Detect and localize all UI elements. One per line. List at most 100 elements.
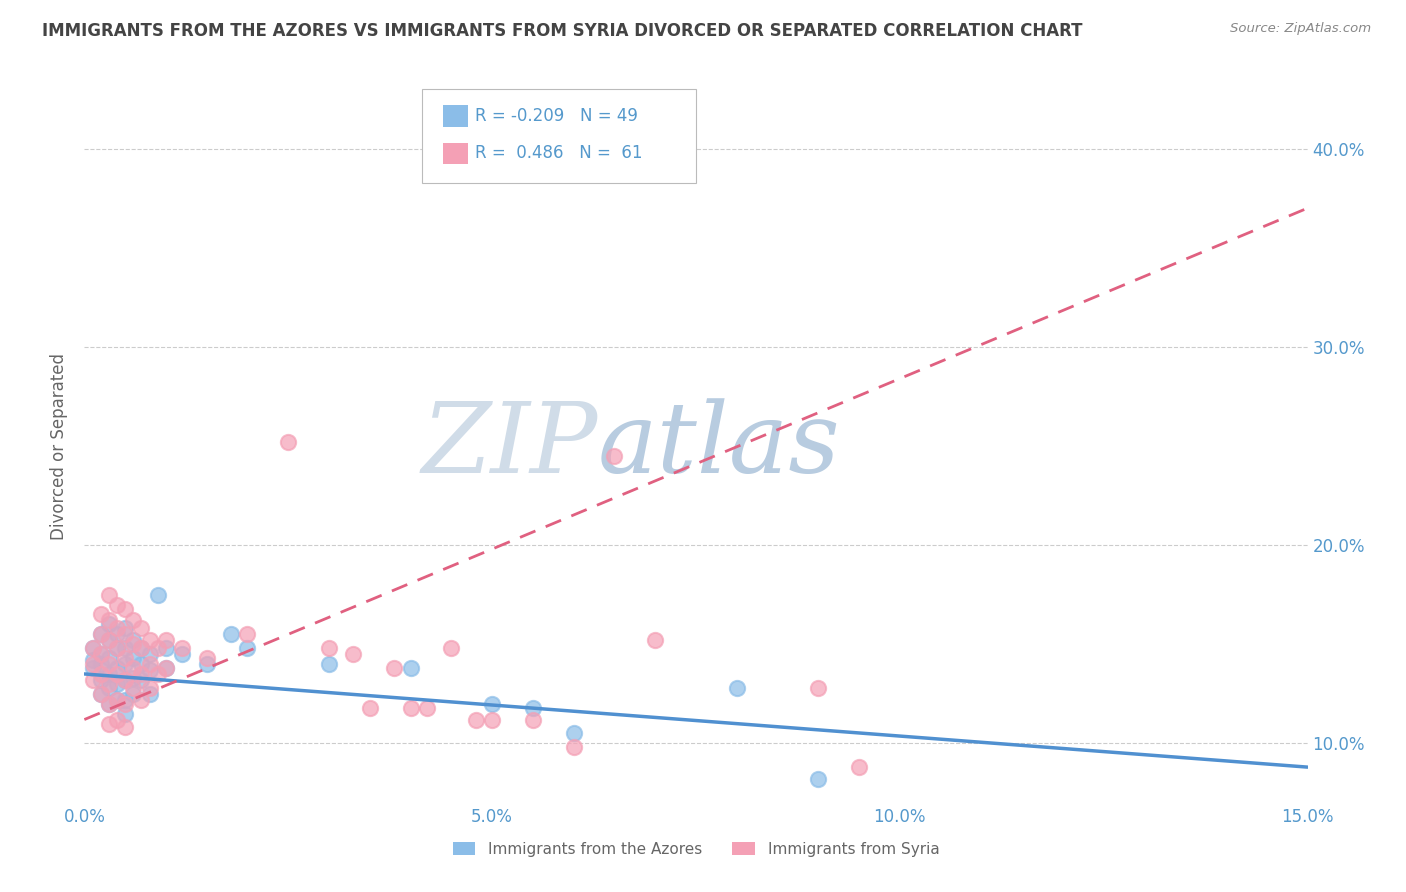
Point bbox=[114, 627, 136, 641]
Point bbox=[114, 641, 136, 656]
Point bbox=[416, 700, 439, 714]
Point bbox=[155, 661, 177, 675]
Point bbox=[90, 667, 112, 681]
Point bbox=[114, 721, 136, 735]
Point bbox=[155, 633, 177, 648]
Point bbox=[138, 687, 160, 701]
Point bbox=[114, 651, 136, 665]
Point bbox=[195, 651, 218, 665]
Point bbox=[105, 641, 128, 656]
Point bbox=[114, 706, 136, 721]
Point bbox=[155, 641, 177, 656]
Point bbox=[236, 641, 259, 656]
Point bbox=[219, 627, 242, 641]
Point bbox=[342, 647, 364, 661]
Point bbox=[318, 657, 340, 671]
Point bbox=[562, 740, 585, 755]
Point bbox=[122, 681, 145, 695]
Point bbox=[90, 687, 112, 701]
Point bbox=[105, 598, 128, 612]
Point bbox=[644, 633, 666, 648]
Point bbox=[114, 673, 136, 687]
Point bbox=[90, 673, 112, 687]
Point bbox=[522, 713, 544, 727]
Point bbox=[172, 641, 194, 656]
Point bbox=[82, 641, 104, 656]
Point bbox=[97, 697, 120, 711]
Point bbox=[114, 601, 136, 615]
Point bbox=[807, 681, 830, 695]
Point bbox=[114, 673, 136, 687]
Point bbox=[562, 726, 585, 740]
Point bbox=[131, 667, 153, 681]
Point bbox=[114, 621, 136, 635]
Point bbox=[82, 653, 104, 667]
Point bbox=[97, 716, 120, 731]
Point bbox=[97, 633, 120, 648]
Point bbox=[90, 657, 112, 671]
Point bbox=[122, 614, 145, 628]
Point bbox=[97, 697, 120, 711]
Text: R =  0.486   N =  61: R = 0.486 N = 61 bbox=[475, 145, 643, 162]
Point bbox=[359, 700, 381, 714]
Point bbox=[725, 681, 748, 695]
Point bbox=[399, 700, 422, 714]
Point bbox=[114, 697, 136, 711]
Point bbox=[195, 657, 218, 671]
Point bbox=[97, 633, 120, 648]
Point bbox=[122, 671, 145, 685]
Point bbox=[97, 614, 120, 628]
Point bbox=[382, 661, 405, 675]
Point bbox=[155, 661, 177, 675]
Point bbox=[131, 657, 153, 671]
Point bbox=[131, 673, 153, 687]
Point bbox=[131, 621, 153, 635]
Point bbox=[522, 700, 544, 714]
Point bbox=[90, 627, 112, 641]
Text: atlas: atlas bbox=[598, 399, 841, 493]
Point bbox=[114, 692, 136, 706]
Point bbox=[138, 681, 160, 695]
Text: Source: ZipAtlas.com: Source: ZipAtlas.com bbox=[1230, 22, 1371, 36]
Point bbox=[481, 713, 503, 727]
Y-axis label: Divorced or Separated: Divorced or Separated bbox=[51, 352, 69, 540]
Point bbox=[105, 641, 128, 656]
Point bbox=[82, 657, 104, 671]
Point bbox=[318, 641, 340, 656]
Point bbox=[138, 633, 160, 648]
Text: ZIP: ZIP bbox=[422, 399, 598, 493]
Point bbox=[138, 657, 160, 671]
Point bbox=[138, 663, 160, 677]
Point bbox=[114, 657, 136, 671]
Point bbox=[105, 661, 128, 675]
Point bbox=[399, 661, 422, 675]
Point bbox=[90, 687, 112, 701]
Legend: Immigrants from the Azores, Immigrants from Syria: Immigrants from the Azores, Immigrants f… bbox=[447, 836, 945, 863]
Point bbox=[105, 713, 128, 727]
Point bbox=[97, 681, 120, 695]
Text: IMMIGRANTS FROM THE AZORES VS IMMIGRANTS FROM SYRIA DIVORCED OR SEPARATED CORREL: IMMIGRANTS FROM THE AZORES VS IMMIGRANTS… bbox=[42, 22, 1083, 40]
Point bbox=[90, 647, 112, 661]
Point bbox=[122, 687, 145, 701]
Point bbox=[122, 633, 145, 648]
Point bbox=[90, 627, 112, 641]
Point bbox=[105, 677, 128, 691]
Point bbox=[97, 617, 120, 632]
Point bbox=[131, 641, 153, 656]
Point bbox=[603, 449, 626, 463]
Point bbox=[440, 641, 463, 656]
Point bbox=[122, 661, 145, 675]
Point bbox=[138, 647, 160, 661]
Point bbox=[481, 697, 503, 711]
Point bbox=[90, 607, 112, 622]
Point bbox=[146, 588, 169, 602]
Point bbox=[105, 627, 128, 641]
Point bbox=[97, 677, 120, 691]
Point bbox=[146, 667, 169, 681]
Point bbox=[277, 435, 299, 450]
Point bbox=[848, 760, 870, 774]
Point bbox=[236, 627, 259, 641]
Text: R = -0.209   N = 49: R = -0.209 N = 49 bbox=[475, 107, 638, 125]
Point bbox=[122, 651, 145, 665]
Point bbox=[105, 667, 128, 681]
